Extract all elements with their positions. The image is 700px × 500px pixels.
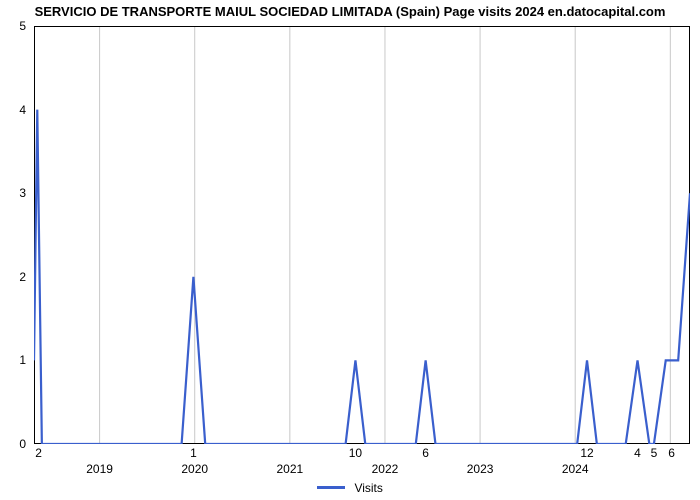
value-label: 6 bbox=[668, 446, 675, 460]
value-label: 10 bbox=[349, 446, 362, 460]
y-tick-label: 0 bbox=[0, 437, 26, 451]
legend: Visits bbox=[0, 480, 700, 495]
plot-area bbox=[34, 26, 690, 444]
value-label: 6 bbox=[422, 446, 429, 460]
y-tick-label: 5 bbox=[0, 19, 26, 33]
legend-swatch bbox=[317, 486, 345, 489]
plot-border bbox=[35, 27, 690, 444]
x-tick-label: 2021 bbox=[276, 462, 303, 476]
x-tick-label: 2023 bbox=[467, 462, 494, 476]
x-tick-label: 2024 bbox=[562, 462, 589, 476]
value-label: 4 bbox=[634, 446, 641, 460]
y-tick-label: 3 bbox=[0, 186, 26, 200]
y-tick-label: 2 bbox=[0, 270, 26, 284]
value-label: 12 bbox=[580, 446, 593, 460]
x-tick-label: 2022 bbox=[372, 462, 399, 476]
value-label: 2 bbox=[35, 446, 42, 460]
plot-svg bbox=[34, 26, 690, 444]
y-tick-label: 4 bbox=[0, 103, 26, 117]
series-line-visits bbox=[34, 110, 690, 444]
value-label: 5 bbox=[651, 446, 658, 460]
y-tick-label: 1 bbox=[0, 353, 26, 367]
x-tick-label: 2019 bbox=[86, 462, 113, 476]
value-label: 1 bbox=[190, 446, 197, 460]
chart-title: SERVICIO DE TRANSPORTE MAIUL SOCIEDAD LI… bbox=[0, 4, 700, 19]
chart-container: SERVICIO DE TRANSPORTE MAIUL SOCIEDAD LI… bbox=[0, 0, 700, 500]
legend-label: Visits bbox=[354, 481, 382, 495]
x-tick-label: 2020 bbox=[181, 462, 208, 476]
